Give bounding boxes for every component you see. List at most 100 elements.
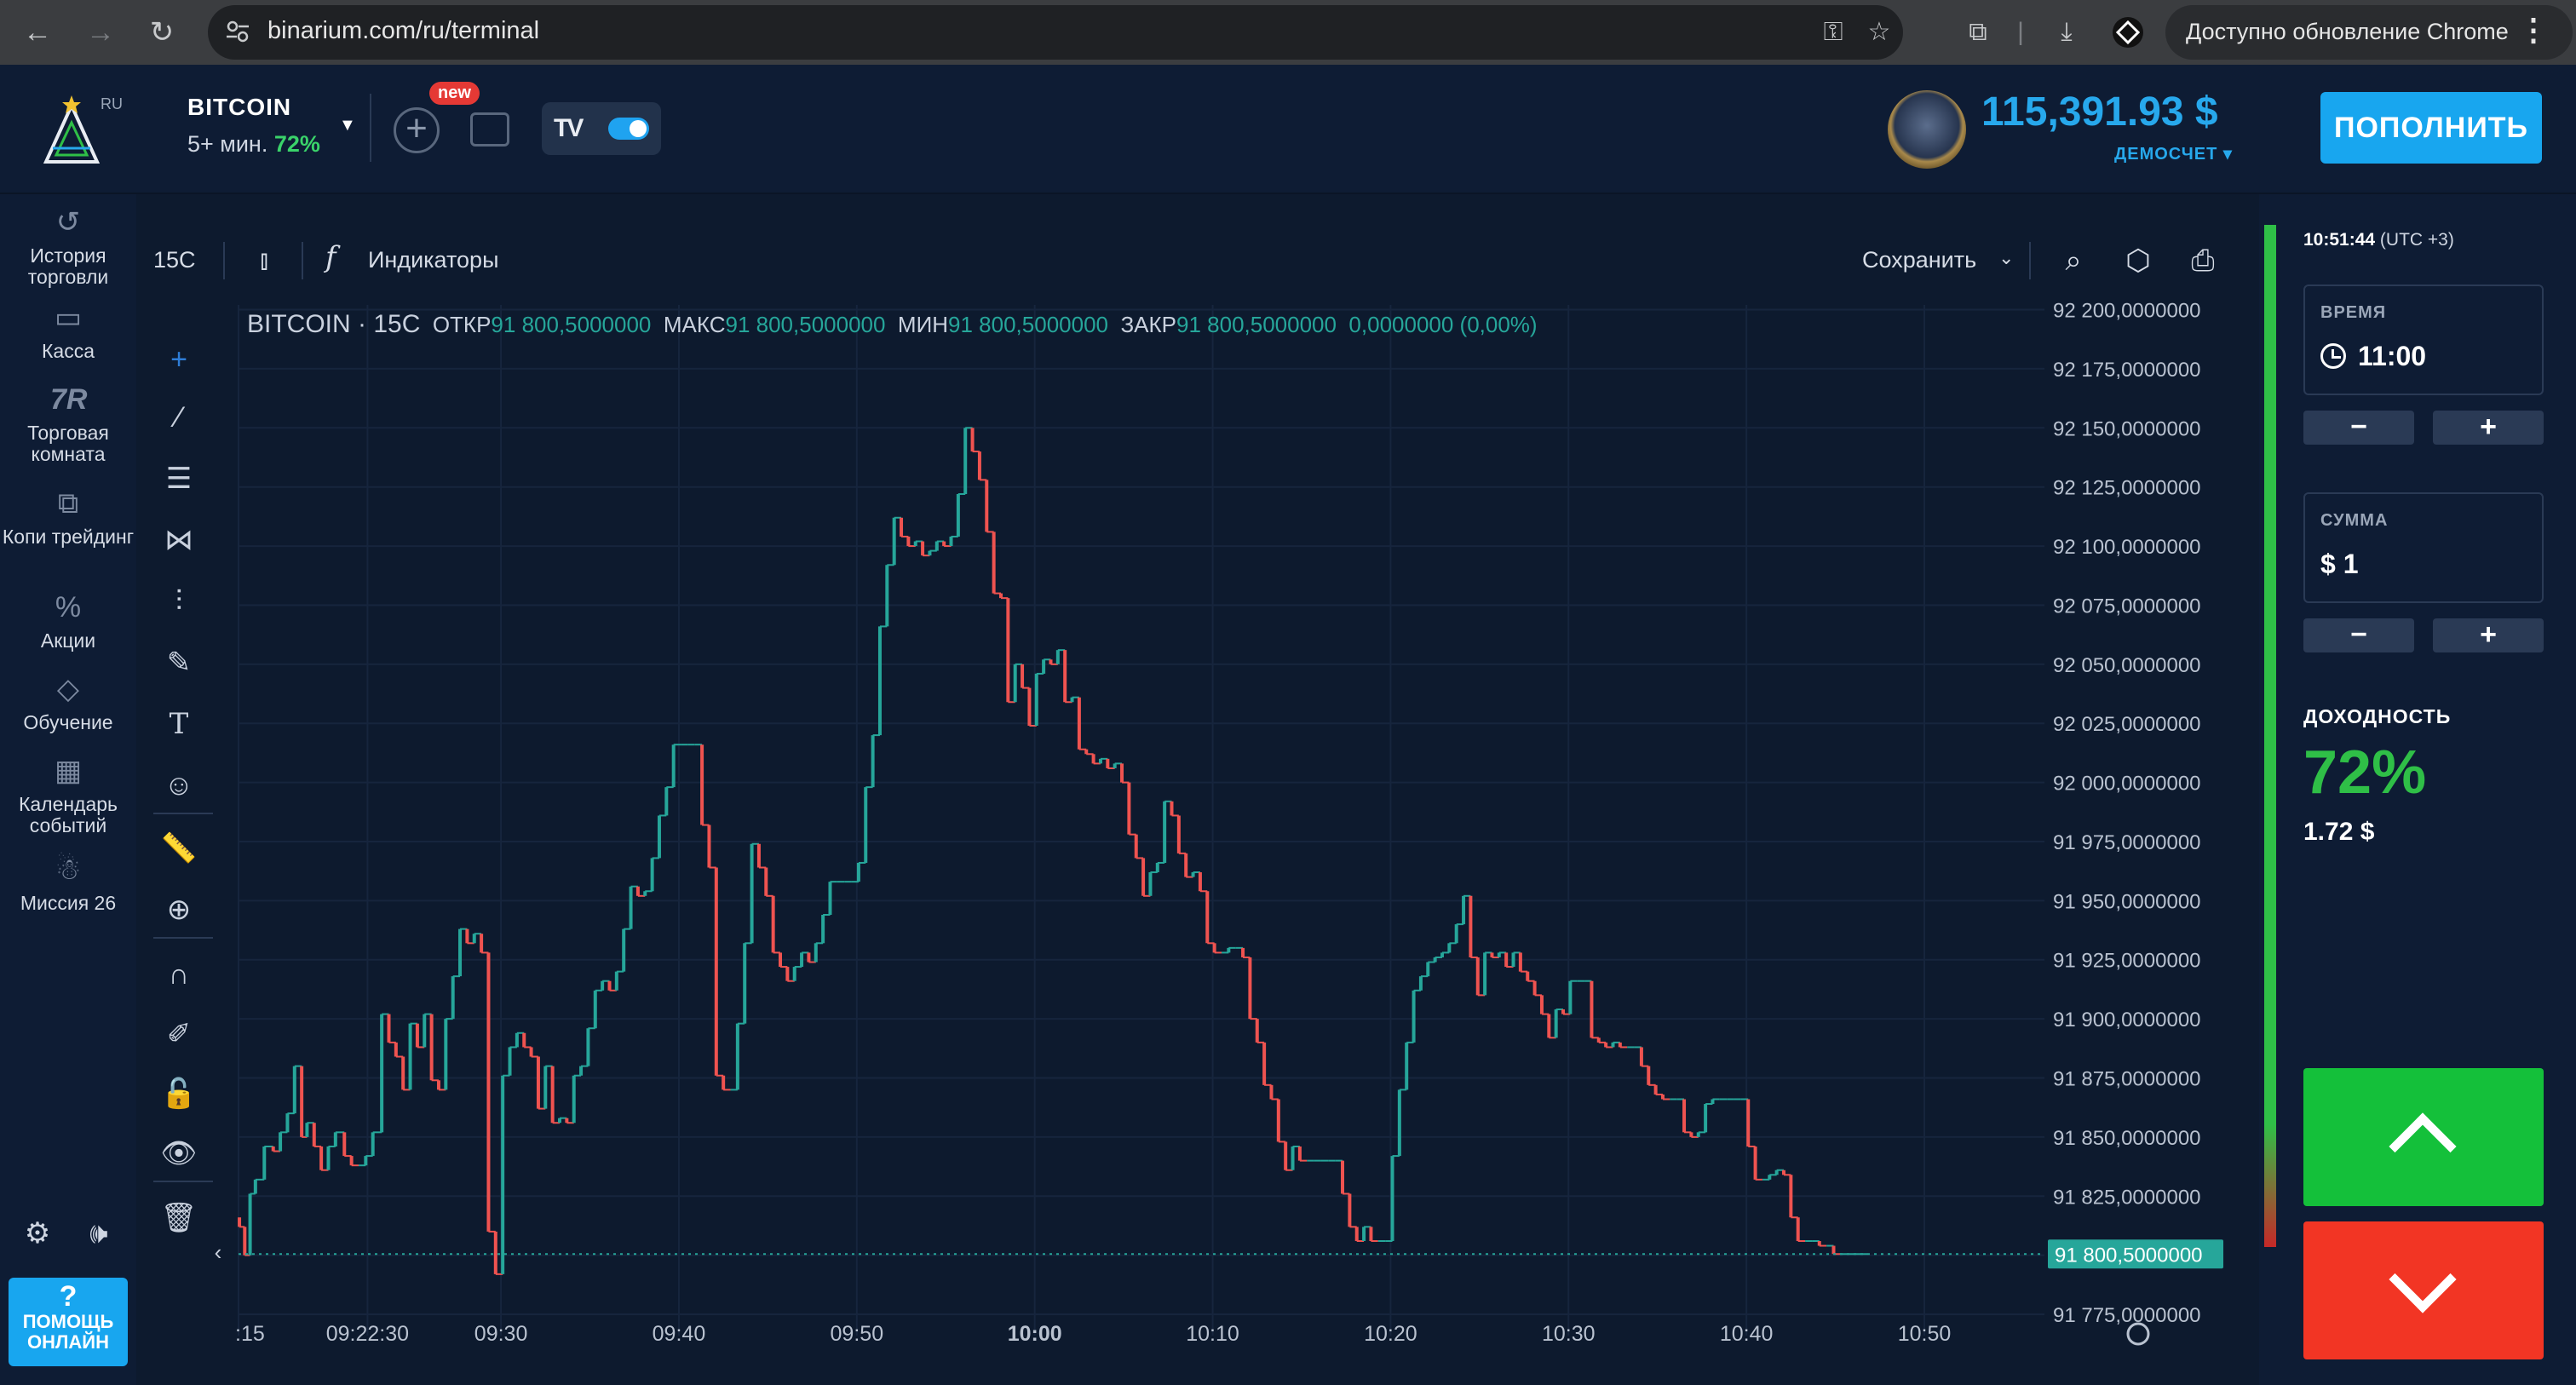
site-settings-icon[interactable] [225, 19, 250, 44]
asset-info[interactable]: 5+ мин. 72% [187, 131, 320, 158]
promo-icon: % [55, 591, 82, 624]
emoji-icon[interactable]: ☺ [164, 769, 194, 802]
zoom-in-icon[interactable]: ⊕ [166, 894, 192, 926]
candle-type-icon[interactable]: ⫾ [260, 246, 268, 274]
x-tick-label: :15 [235, 1322, 265, 1346]
x-tick-label: 10:30 [1542, 1322, 1596, 1346]
sidebar-item-label: Акции [40, 629, 96, 652]
quick-search-icon[interactable]: ⌕ [2065, 244, 2082, 277]
language-switch[interactable]: RU [101, 95, 123, 112]
sidebar-item-mission[interactable]: ☃ Миссия 26 [0, 852, 136, 914]
y-tick-label: 91 975,0000000 [2053, 831, 2201, 854]
legend-low-key: МИН [897, 312, 949, 337]
y-tick-label: 91 775,0000000 [2053, 1304, 2201, 1327]
amount-plus-button[interactable]: + [2433, 618, 2544, 652]
avatar[interactable] [1888, 90, 1966, 169]
sidebar-item-education[interactable]: ◇ Обучение [0, 671, 136, 733]
binarium-logo[interactable] [37, 94, 106, 165]
sidebar-item-label: Касса [42, 340, 95, 362]
extensions-icon[interactable]: ⧉ [1969, 18, 1987, 46]
online-help-button[interactable]: ? ПОМОЩЬ ОНЛАЙН [9, 1278, 128, 1366]
timeframe-selector[interactable]: 15С [153, 247, 196, 273]
y-tick-label: 91 900,0000000 [2053, 1009, 2201, 1032]
price-chart[interactable]: 92 200,0000000 92 175,0000000 92 150,00000… [136, 194, 2259, 1385]
add-asset-button[interactable]: + [394, 107, 440, 153]
sidebar-item-history[interactable]: ↺ История торговли [0, 204, 136, 288]
sidebar-item-trading-room[interactable]: 7R Торговая комната [0, 382, 136, 465]
put-down-button[interactable] [2303, 1221, 2544, 1359]
prediction-icon[interactable]: ⫶ [175, 585, 183, 618]
indicators-button[interactable]: Индикаторы [368, 247, 499, 273]
forward-icon[interactable]: → [86, 16, 115, 49]
bookmark-star-icon[interactable]: ☆ [1867, 18, 1891, 46]
address-bar[interactable]: binarium.com/ru/terminal ⚿ ☆ [208, 5, 1903, 60]
amount-value[interactable]: $ 1 [2320, 549, 2359, 579]
sidebar-item-label: Обучение [23, 711, 113, 733]
settings-gear-icon[interactable]: ⚙ [24, 1217, 51, 1250]
asset-payout: 72% [273, 131, 320, 157]
toggle-switch[interactable] [608, 118, 649, 140]
axis-settings-icon[interactable] [2126, 1322, 2150, 1346]
deposit-button[interactable]: ПОПОЛНИТЬ [2320, 92, 2542, 164]
legend-change-value: 0,0000000 (0,00%) [1348, 312, 1538, 337]
time-value: 11:00 [2320, 341, 2426, 372]
download-icon[interactable]: ⤓ [2061, 18, 2073, 46]
legend-close-key: ЗАКР [1120, 312, 1176, 337]
layout-button[interactable] [470, 112, 509, 147]
chart-container[interactable]: 15С ⫾ f Индикаторы Сохранить ⌄ ⌕ ⬡ ⎙ + ⁄… [136, 194, 2259, 1385]
account-balance[interactable]: 115,391.93 $ [1981, 89, 2218, 135]
tradingview-toggle[interactable]: TV [542, 102, 661, 155]
help-icon: ? [59, 1280, 78, 1313]
back-icon[interactable]: ← [23, 16, 52, 49]
chevron-down-icon[interactable]: ⌄ [1998, 247, 2015, 268]
amount-minus-button[interactable]: − [2303, 618, 2414, 652]
ruler-icon[interactable]: 📏 [160, 832, 198, 865]
lock-drawing-icon[interactable]: ✐ [166, 1018, 192, 1050]
trend-line-icon[interactable]: ⁄ [176, 401, 181, 434]
brush-icon[interactable]: ✎ [166, 647, 192, 679]
asset-name[interactable]: BITCOIN [187, 94, 292, 120]
yield-amount: 1.72 $ [2303, 818, 2375, 846]
trash-icon[interactable]: 🗑 [160, 1202, 198, 1234]
account-type-dropdown[interactable]: ДЕМОСЧЕТ ▾ [2114, 145, 2233, 164]
magnet-icon[interactable]: ∩ [168, 958, 190, 991]
toolbar-divider [223, 242, 225, 279]
crosshair-icon[interactable]: + [170, 343, 187, 376]
chart-legend: BITCOIN · 15С ОТКР91 800,5000000 МАКС91 … [247, 310, 1538, 339]
reload-icon[interactable]: ↻ [149, 16, 175, 49]
call-up-button[interactable] [2303, 1068, 2544, 1206]
sidebar-item-cashier[interactable]: ▭ Касса [0, 300, 136, 362]
collapse-toolbar-icon[interactable]: ‹ [214, 1239, 222, 1265]
screenshot-camera-icon[interactable]: ⎙ [2191, 244, 2215, 277]
yield-percent: 72% [2303, 738, 2427, 807]
chart-settings-icon[interactable]: ⬡ [2125, 244, 2151, 277]
key-icon[interactable]: ⚿ [1823, 18, 1843, 46]
y-tick-label: 92 150,0000000 [2053, 417, 2201, 440]
fib-retracement-icon[interactable]: ☰ [165, 463, 193, 495]
pattern-icon[interactable]: ⋈ [164, 524, 193, 556]
profile-icon[interactable] [2106, 10, 2150, 55]
text-tool-icon[interactable]: T [169, 707, 189, 741]
history-icon: ↺ [55, 206, 81, 238]
amount-field[interactable]: СУММА $ 1 [2303, 492, 2544, 603]
x-tick-label: 10:00 [1008, 1322, 1062, 1346]
sidebar-item-copy-trading[interactable]: ⧉ Копи трейдинг [0, 486, 136, 548]
sidebar-item-promotions[interactable]: % Акции [0, 589, 136, 652]
sound-icon[interactable]: 🕪 [89, 1217, 108, 1250]
save-layout-button[interactable]: Сохранить [1862, 247, 1977, 273]
amount-label: СУММА [2320, 511, 2389, 530]
time-minus-button[interactable]: − [2303, 411, 2414, 445]
y-tick-label: 91 950,0000000 [2053, 890, 2201, 913]
chrome-update-button[interactable]: Доступно обновление Chrome ⋮ [2165, 5, 2573, 60]
y-tick-label: 92 200,0000000 [2053, 300, 2201, 323]
menu-dots-icon[interactable]: ⋮ [2518, 12, 2549, 47]
toolbar-divider [302, 242, 303, 279]
asset-dropdown-icon[interactable]: ▼ [339, 116, 356, 135]
expiry-time-field[interactable]: ВРЕМЯ 11:00 [2303, 284, 2544, 395]
indicators-fx-icon[interactable]: f [325, 240, 336, 274]
sidebar-item-calendar[interactable]: ▦ Календарь событий [0, 753, 136, 836]
time-plus-button[interactable]: + [2433, 411, 2544, 445]
lock-icon[interactable]: 🔓 [160, 1078, 198, 1110]
eye-icon[interactable]: 👁 [160, 1137, 198, 1169]
app-header: RU BITCOIN 5+ мин. 72% ▼ + new TV 115,39… [0, 65, 2576, 194]
